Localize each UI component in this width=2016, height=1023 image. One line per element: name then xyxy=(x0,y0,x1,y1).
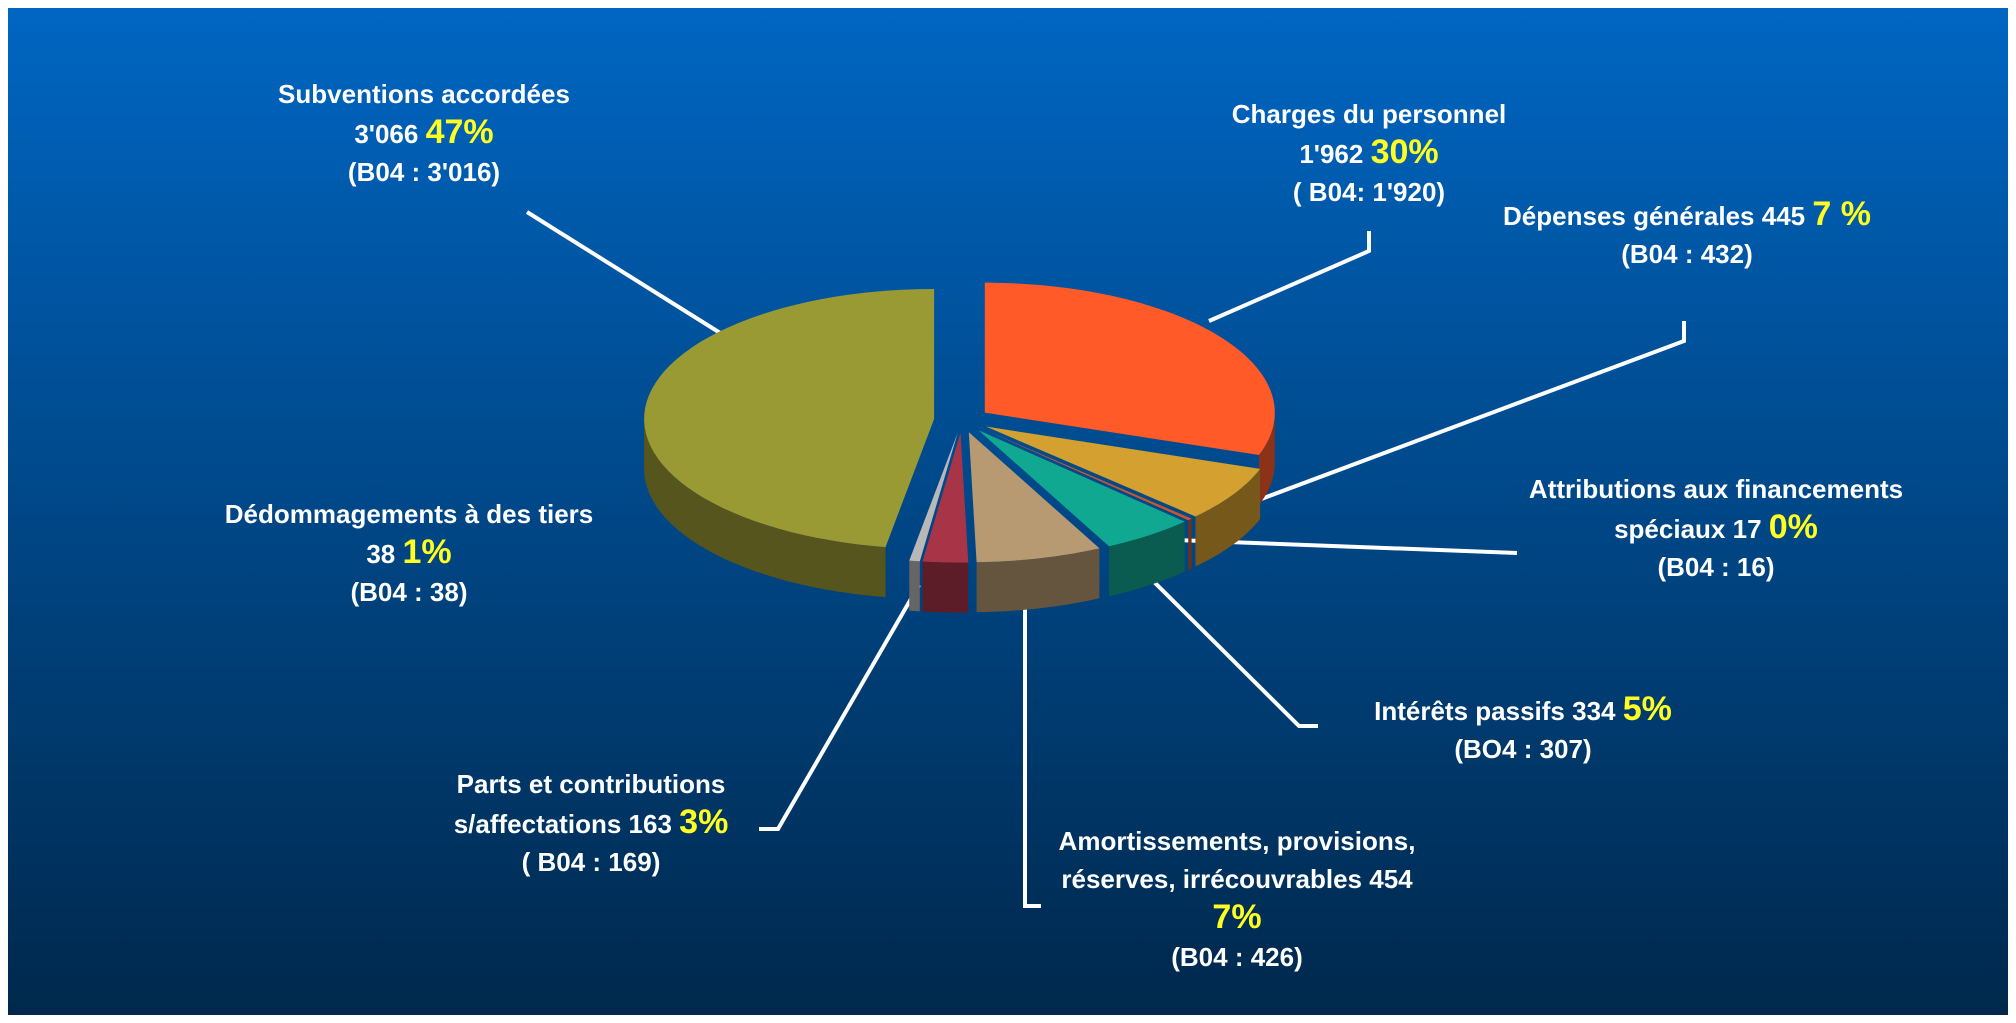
value-label: 334 xyxy=(1572,696,1616,726)
slice-side xyxy=(1188,518,1192,571)
label-main: Parts et contributions s/affectations 16… xyxy=(421,765,761,843)
b04-label: ( B04 : 169) xyxy=(521,847,661,877)
slice-label: Subventions accordées 3'066 47% (B04 : 3'… xyxy=(244,75,604,191)
slice-side xyxy=(909,560,920,612)
b04-label: (B04 : 16) xyxy=(1657,552,1775,582)
label-main: Attributions aux financements spéciaux 1… xyxy=(1526,470,1906,548)
category-name: Parts et contributions s/affectations xyxy=(453,769,726,839)
slice xyxy=(922,432,969,563)
slice xyxy=(984,282,1275,456)
slice-label: Parts et contributions s/affectations 16… xyxy=(421,765,761,881)
slice-side xyxy=(644,418,886,598)
category-name: Amortissements, provisions, réserves, ir… xyxy=(1058,826,1416,894)
category-name: Charges du personnel xyxy=(1231,99,1507,129)
slice xyxy=(985,426,1261,517)
b04-label: ( B04: 1'920) xyxy=(1292,177,1446,207)
value-label: 454 xyxy=(1369,864,1413,894)
category-name: Subventions accordées xyxy=(278,79,570,109)
percentage-label: 3% xyxy=(679,803,729,841)
slice xyxy=(968,432,1100,563)
label-main: Dédommagements à des tiers 38 1% xyxy=(219,495,599,573)
leader-line xyxy=(1129,557,1318,728)
b04-label: (B04 : 38) xyxy=(350,577,468,607)
percentage-label: 7% xyxy=(1212,898,1262,936)
percentage-label: 47% xyxy=(425,113,494,151)
slice xyxy=(982,428,1192,521)
percentage-label: 1% xyxy=(402,533,452,571)
label-main: Amortissements, provisions, réserves, ir… xyxy=(1057,822,1417,938)
label-main: Subventions accordées 3'066 47% xyxy=(244,75,604,153)
slice xyxy=(909,432,958,562)
slice-side xyxy=(1195,468,1261,567)
b04-label: (B04 : 3'016) xyxy=(347,157,501,187)
slice-label: Dépenses générales 445 7 % (B04 : 432) xyxy=(1497,195,1877,273)
leader-line xyxy=(1023,579,1041,908)
slice-side xyxy=(922,561,969,613)
leader-line xyxy=(759,583,921,831)
percentage-label: 7 % xyxy=(1812,195,1871,233)
slice-side xyxy=(1109,521,1185,597)
percentage-label: 0% xyxy=(1768,508,1818,546)
slice-label: Attributions aux financements spéciaux 1… xyxy=(1526,470,1906,586)
slice-label: Amortissements, provisions, réserves, ir… xyxy=(1057,822,1417,976)
slice-label: Intérêts passifs 334 5% (BO4 : 307) xyxy=(1283,690,1763,768)
leader-line xyxy=(1208,231,1371,323)
leader-line xyxy=(1220,321,1686,516)
slice-label: Charges du personnel 1'962 30% ( B04: 1'9… xyxy=(1199,95,1539,211)
label-main: Intérêts passifs 334 5% xyxy=(1283,690,1763,730)
label-main: Dépenses générales 445 7 % xyxy=(1497,195,1877,235)
slice xyxy=(978,430,1185,547)
value-label: 17 xyxy=(1732,514,1762,544)
value-label: 1'962 xyxy=(1299,139,1364,169)
leader-line xyxy=(525,210,735,343)
label-main: Charges du personnel 1'962 30% xyxy=(1199,95,1539,173)
slice xyxy=(644,288,935,548)
category-name: Dédommagements à des tiers xyxy=(224,499,594,529)
category-name: Attributions aux financements spéciaux xyxy=(1528,474,1904,544)
slice-side xyxy=(1258,412,1275,506)
percentage-label: 30% xyxy=(1370,133,1439,171)
percentage-label: 5% xyxy=(1622,690,1672,728)
slice-label: Dédommagements à des tiers 38 1% (B04 : 3… xyxy=(219,495,599,611)
value-label: 163 xyxy=(628,809,672,839)
category-name: Dépenses générales xyxy=(1503,201,1755,231)
b04-label: (B04 : 426) xyxy=(1171,942,1303,972)
b04-label: (BO4 : 307) xyxy=(1454,734,1592,764)
value-label: 3'066 xyxy=(354,119,419,149)
value-label: 445 xyxy=(1761,201,1806,231)
value-label: 38 xyxy=(366,539,396,569)
category-name: Intérêts passifs xyxy=(1374,696,1565,726)
b04-label: (B04 : 432) xyxy=(1621,239,1753,269)
slice-side xyxy=(976,548,1100,613)
